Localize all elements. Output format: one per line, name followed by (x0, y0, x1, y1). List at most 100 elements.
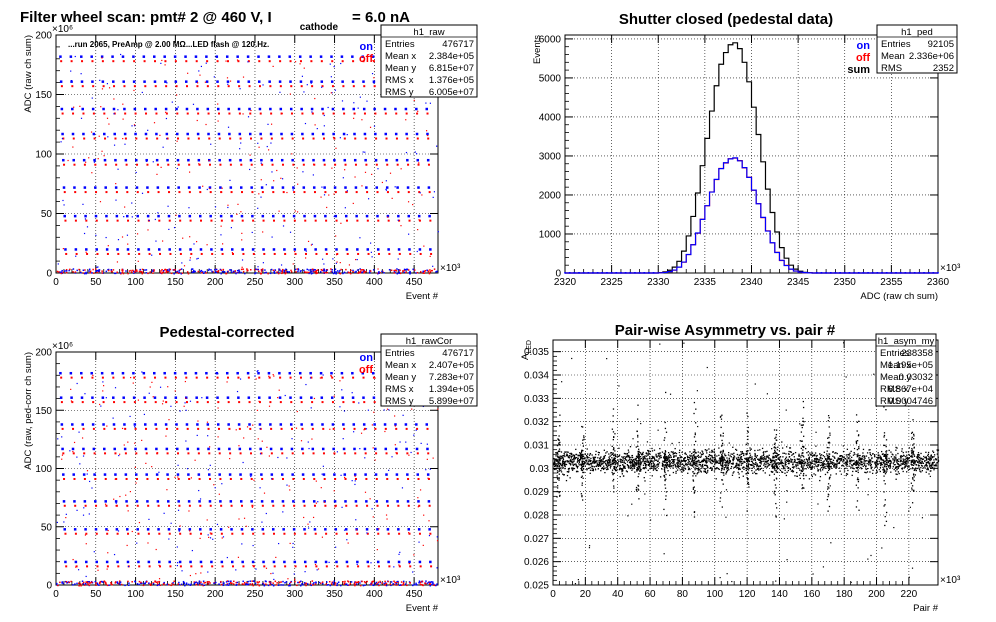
data-point (277, 456, 279, 459)
data-point-off (113, 112, 116, 115)
data-point (657, 455, 660, 457)
data-point-on (93, 473, 96, 476)
data-point (679, 456, 682, 458)
data-point-on (70, 80, 73, 83)
data-point (198, 489, 200, 492)
data-point-on (397, 214, 400, 218)
data-point (227, 204, 229, 206)
data-point (583, 463, 586, 465)
data-point (803, 459, 806, 461)
data-point (586, 461, 588, 463)
data-point (881, 459, 883, 461)
data-point-off (82, 112, 85, 115)
data-point (635, 458, 637, 460)
data-point (338, 272, 341, 275)
data-point (678, 459, 680, 461)
legend-entry: on (360, 41, 374, 53)
data-point (568, 457, 571, 459)
data-point (189, 259, 191, 261)
data-point (895, 458, 897, 460)
data-point (579, 455, 581, 457)
data-point (702, 460, 705, 463)
data-point (245, 583, 247, 585)
data-point (435, 271, 437, 273)
data-point (417, 506, 419, 508)
data-point (300, 440, 303, 442)
data-point-on (251, 560, 255, 564)
data-point (573, 458, 575, 460)
data-point-off (406, 137, 409, 140)
data-point (631, 460, 634, 462)
data-point (821, 454, 823, 456)
data-point (355, 581, 358, 584)
data-point (117, 239, 120, 241)
data-point (274, 269, 276, 271)
data-point-on (383, 423, 387, 426)
data-point (135, 482, 137, 484)
data-point (352, 401, 354, 403)
data-point (251, 231, 253, 234)
data-point (763, 459, 765, 461)
data-point (361, 185, 363, 187)
data-point (200, 65, 203, 68)
data-point-off (395, 112, 398, 115)
data-point (808, 456, 811, 458)
data-point (914, 467, 917, 469)
data-point (194, 581, 196, 584)
data-point (864, 466, 867, 468)
data-point (311, 438, 313, 440)
data-point-off (158, 219, 161, 222)
data-point-off (263, 565, 266, 568)
data-point (72, 558, 74, 561)
data-point (250, 475, 252, 478)
data-point (643, 462, 646, 465)
data-point-off (304, 219, 307, 222)
data-point (306, 268, 308, 271)
data-point (231, 271, 233, 274)
data-point (436, 583, 438, 585)
data-point-off (95, 191, 98, 194)
data-point (84, 269, 86, 271)
data-point (705, 450, 708, 452)
data-point-off (398, 565, 401, 568)
stats-value: 1.394e+05 (429, 384, 474, 395)
data-point-off (211, 565, 214, 568)
data-point (671, 458, 673, 461)
data-point-on (177, 500, 180, 503)
data-point-on (416, 158, 420, 162)
data-point (775, 459, 778, 461)
data-point (925, 457, 927, 459)
x-tick-label: 400 (366, 277, 383, 288)
data-point (166, 138, 168, 140)
data-point-on (158, 248, 161, 251)
data-point (769, 459, 772, 462)
data-point-off (60, 85, 63, 88)
data-point (319, 271, 322, 273)
data-point (334, 89, 337, 91)
data-point (880, 464, 882, 466)
data-point (85, 251, 87, 253)
data-point (554, 461, 556, 463)
stats-value: 2.384e+05 (429, 51, 474, 62)
data-point (631, 455, 633, 457)
data-point-off (258, 401, 261, 404)
data-point (301, 75, 304, 77)
data-point (328, 580, 331, 583)
data-point (896, 461, 898, 463)
data-point (81, 437, 84, 439)
data-point (778, 457, 780, 459)
title-tail: = 6.0 nA (352, 9, 410, 26)
data-point (131, 530, 133, 533)
data-point (558, 461, 560, 463)
data-point (648, 452, 650, 455)
data-point (732, 446, 734, 448)
data-point (429, 583, 432, 586)
data-point (175, 94, 178, 96)
data-point (222, 536, 225, 538)
data-point (253, 580, 255, 582)
data-point-on (278, 371, 281, 375)
data-point (682, 463, 684, 466)
data-point-on (145, 158, 148, 162)
data-point (370, 583, 372, 586)
data-point (618, 447, 620, 450)
